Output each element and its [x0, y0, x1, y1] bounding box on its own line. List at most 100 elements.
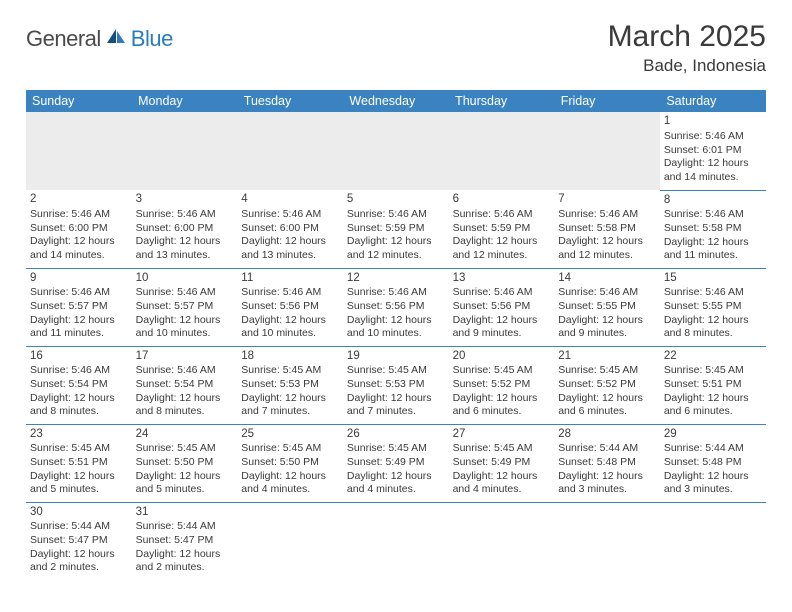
sunset-line: Sunset: 5:47 PM: [136, 534, 234, 548]
calendar-cell: 15Sunrise: 5:46 AMSunset: 5:55 PMDayligh…: [660, 268, 766, 346]
sunrise-line: Sunrise: 5:46 AM: [664, 286, 762, 300]
day-number: 20: [453, 349, 551, 364]
day-number: 19: [347, 349, 445, 364]
daylight-line-1: Daylight: 12 hours: [453, 314, 551, 328]
calendar-cell: 3Sunrise: 5:46 AMSunset: 6:00 PMDaylight…: [132, 190, 238, 268]
sunset-line: Sunset: 5:50 PM: [136, 456, 234, 470]
sunset-line: Sunset: 5:48 PM: [664, 456, 762, 470]
sunrise-line: Sunrise: 5:46 AM: [558, 286, 656, 300]
day-number: 28: [558, 427, 656, 442]
title-block: March 2025 Bade, Indonesia: [608, 20, 766, 76]
calendar-cell: [660, 502, 766, 580]
daylight-line-1: Daylight: 12 hours: [30, 392, 128, 406]
daylight-line-1: Daylight: 12 hours: [241, 235, 339, 249]
daylight-line-2: and 2 minutes.: [136, 561, 234, 575]
sunrise-line: Sunrise: 5:46 AM: [558, 208, 656, 222]
calendar-cell: [554, 502, 660, 580]
sunset-line: Sunset: 5:57 PM: [136, 300, 234, 314]
sunrise-line: Sunrise: 5:46 AM: [136, 208, 234, 222]
calendar-row: 16Sunrise: 5:46 AMSunset: 5:54 PMDayligh…: [26, 346, 766, 424]
calendar-cell: [554, 112, 660, 190]
sunrise-line: Sunrise: 5:46 AM: [347, 286, 445, 300]
calendar-cell: 28Sunrise: 5:44 AMSunset: 5:48 PMDayligh…: [554, 424, 660, 502]
sunset-line: Sunset: 5:49 PM: [453, 456, 551, 470]
calendar-row: 1Sunrise: 5:46 AMSunset: 6:01 PMDaylight…: [26, 112, 766, 190]
sunrise-line: Sunrise: 5:46 AM: [664, 130, 762, 144]
daylight-line-1: Daylight: 12 hours: [241, 392, 339, 406]
daylight-line-1: Daylight: 12 hours: [664, 314, 762, 328]
sunrise-line: Sunrise: 5:45 AM: [453, 442, 551, 456]
day-number: 13: [453, 271, 551, 286]
calendar-cell: 25Sunrise: 5:45 AMSunset: 5:50 PMDayligh…: [237, 424, 343, 502]
calendar-cell: 16Sunrise: 5:46 AMSunset: 5:54 PMDayligh…: [26, 346, 132, 424]
daylight-line-1: Daylight: 12 hours: [136, 235, 234, 249]
daylight-line-2: and 8 minutes.: [664, 327, 762, 341]
sunrise-line: Sunrise: 5:45 AM: [347, 364, 445, 378]
day-header: Saturday: [660, 90, 766, 112]
day-number: 15: [664, 271, 762, 286]
daylight-line-1: Daylight: 12 hours: [30, 470, 128, 484]
sunset-line: Sunset: 5:54 PM: [30, 378, 128, 392]
daylight-line-2: and 9 minutes.: [558, 327, 656, 341]
daylight-line-2: and 14 minutes.: [664, 171, 762, 185]
daylight-line-2: and 8 minutes.: [30, 405, 128, 419]
sunset-line: Sunset: 6:00 PM: [136, 222, 234, 236]
daylight-line-2: and 13 minutes.: [136, 249, 234, 263]
calendar-cell: 9Sunrise: 5:46 AMSunset: 5:57 PMDaylight…: [26, 268, 132, 346]
calendar-cell: 17Sunrise: 5:46 AMSunset: 5:54 PMDayligh…: [132, 346, 238, 424]
daylight-line-1: Daylight: 12 hours: [241, 314, 339, 328]
day-number: 3: [136, 192, 234, 207]
daylight-line-2: and 4 minutes.: [453, 483, 551, 497]
daylight-line-2: and 6 minutes.: [558, 405, 656, 419]
daylight-line-1: Daylight: 12 hours: [453, 470, 551, 484]
calendar-cell: 19Sunrise: 5:45 AMSunset: 5:53 PMDayligh…: [343, 346, 449, 424]
sunset-line: Sunset: 5:51 PM: [664, 378, 762, 392]
daylight-line-2: and 10 minutes.: [136, 327, 234, 341]
calendar-cell: [343, 112, 449, 190]
brand-logo: General Blue: [26, 26, 173, 52]
sunrise-line: Sunrise: 5:46 AM: [30, 208, 128, 222]
daylight-line-1: Daylight: 12 hours: [453, 392, 551, 406]
sunset-line: Sunset: 5:55 PM: [558, 300, 656, 314]
sunset-line: Sunset: 5:55 PM: [664, 300, 762, 314]
daylight-line-1: Daylight: 12 hours: [30, 548, 128, 562]
calendar-cell: 20Sunrise: 5:45 AMSunset: 5:52 PMDayligh…: [449, 346, 555, 424]
calendar-cell: 31Sunrise: 5:44 AMSunset: 5:47 PMDayligh…: [132, 502, 238, 580]
sunrise-line: Sunrise: 5:44 AM: [664, 442, 762, 456]
day-number: 16: [30, 349, 128, 364]
daylight-line-1: Daylight: 12 hours: [558, 470, 656, 484]
daylight-line-2: and 2 minutes.: [30, 561, 128, 575]
daylight-line-2: and 3 minutes.: [558, 483, 656, 497]
calendar-cell: 4Sunrise: 5:46 AMSunset: 6:00 PMDaylight…: [237, 190, 343, 268]
daylight-line-1: Daylight: 12 hours: [30, 314, 128, 328]
sunset-line: Sunset: 6:01 PM: [664, 144, 762, 158]
sunset-line: Sunset: 5:49 PM: [347, 456, 445, 470]
daylight-line-1: Daylight: 12 hours: [558, 392, 656, 406]
sunset-line: Sunset: 5:59 PM: [347, 222, 445, 236]
calendar-table: SundayMondayTuesdayWednesdayThursdayFrid…: [26, 90, 766, 580]
daylight-line-2: and 7 minutes.: [241, 405, 339, 419]
day-number: 4: [241, 192, 339, 207]
daylight-line-2: and 11 minutes.: [30, 327, 128, 341]
sunset-line: Sunset: 5:53 PM: [241, 378, 339, 392]
sunrise-line: Sunrise: 5:46 AM: [241, 286, 339, 300]
daylight-line-2: and 12 minutes.: [558, 249, 656, 263]
daylight-line-1: Daylight: 12 hours: [347, 392, 445, 406]
daylight-line-2: and 10 minutes.: [241, 327, 339, 341]
daylight-line-2: and 7 minutes.: [347, 405, 445, 419]
calendar-cell: 5Sunrise: 5:46 AMSunset: 5:59 PMDaylight…: [343, 190, 449, 268]
day-number: 22: [664, 349, 762, 364]
day-header: Wednesday: [343, 90, 449, 112]
daylight-line-2: and 3 minutes.: [664, 483, 762, 497]
daylight-line-2: and 14 minutes.: [30, 249, 128, 263]
day-number: 11: [241, 271, 339, 286]
daylight-line-2: and 4 minutes.: [241, 483, 339, 497]
daylight-line-2: and 11 minutes.: [664, 249, 762, 263]
day-number: 24: [136, 427, 234, 442]
calendar-cell: 14Sunrise: 5:46 AMSunset: 5:55 PMDayligh…: [554, 268, 660, 346]
sunrise-line: Sunrise: 5:46 AM: [664, 208, 762, 222]
sunrise-line: Sunrise: 5:46 AM: [136, 286, 234, 300]
calendar-cell: 21Sunrise: 5:45 AMSunset: 5:52 PMDayligh…: [554, 346, 660, 424]
daylight-line-1: Daylight: 12 hours: [136, 392, 234, 406]
calendar-cell: 1Sunrise: 5:46 AMSunset: 6:01 PMDaylight…: [660, 112, 766, 190]
